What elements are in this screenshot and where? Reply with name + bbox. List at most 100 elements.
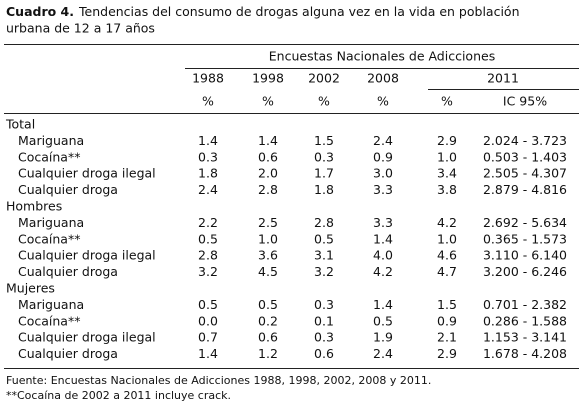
cell: 1.4 [373,231,393,246]
cell: 4.0 [373,248,393,263]
cell: 1.0 [258,231,278,246]
cell: 1.9 [373,330,393,345]
row-label: Mariguana [18,215,84,230]
cell: 3.1 [314,248,334,263]
cell: 3.110 - 6.140 [483,248,567,263]
cell: 2.024 - 3.723 [483,133,567,148]
cell: 2.5 [258,215,278,230]
cell: 1.0 [437,149,457,164]
footnote: **Cocaína de 2002 a 2011 incluye crack. [6,389,231,402]
cell: 0.5 [198,297,218,312]
cell: 1.153 - 3.141 [483,330,567,345]
cell: 2.8 [314,215,334,230]
cell: 0.6 [314,346,334,361]
row-label: Mariguana [18,133,84,148]
cell: 0.701 - 2.382 [483,297,567,312]
cell: 2.1 [437,330,457,345]
cell: 2.4 [373,346,393,361]
cell: 1.678 - 4.208 [483,346,567,361]
super-header: Encuestas Nacionales de Adicciones [269,49,495,64]
group-label: Total [5,117,35,132]
cell: 1.5 [437,297,457,312]
cell: 3.3 [373,182,393,197]
cell: 4.5 [258,264,278,279]
year-header: 1998 [252,71,284,86]
cell: 3.3 [373,215,393,230]
cell: 3.8 [437,182,457,197]
cell: 1.4 [198,133,218,148]
row-label: Cocaína** [18,231,80,246]
cell: 3.2 [314,264,334,279]
row-label: Cualquier droga ilegal [18,166,156,181]
cell: 2.4 [198,182,218,197]
cell: 4.7 [437,264,457,279]
footnote: Fuente: Encuestas Nacionales de Adiccion… [6,374,431,387]
cell: 1.0 [437,231,457,246]
cell: 1.2 [258,346,278,361]
row-label: Cualquier droga ilegal [18,330,156,345]
title: Cuadro 4. Tendencias del consumo de droga… [6,4,520,19]
title-text: Tendencias del consumo de drogas alguna … [78,4,520,19]
cell: 0.5 [198,231,218,246]
cell: 4.2 [437,215,457,230]
cell: 0.1 [314,313,334,328]
row-label: Cocaína** [18,149,80,164]
cell: 0.2 [258,313,278,328]
cell: 0.7 [198,330,218,345]
cell: 4.6 [437,248,457,263]
unit-header: % [318,94,330,109]
cell: 1.5 [314,133,334,148]
cell: 1.4 [198,346,218,361]
cell: 0.365 - 1.573 [483,231,567,246]
cell: 2.692 - 5.634 [483,215,567,230]
cell: 3.6 [258,248,278,263]
cell: 0.6 [258,149,278,164]
cell: 3.0 [373,166,393,181]
unit-header: % [441,94,453,109]
group-label: Mujeres [6,281,55,296]
row-label: Cualquier droga [18,264,118,279]
cell: 2.0 [258,166,278,181]
cell: 2.4 [373,133,393,148]
cell: 0.5 [258,297,278,312]
cell: 1.8 [198,166,218,181]
cell: 0.3 [198,149,218,164]
year-header: 2002 [308,71,340,86]
row-label: Cualquier droga [18,182,118,197]
cell: 4.2 [373,264,393,279]
year-header: 2011 [487,71,519,86]
cell: 2.8 [198,248,218,263]
cell: 1.8 [314,182,334,197]
cell: 2.9 [437,346,457,361]
row-label: Cualquier droga [18,346,118,361]
cell: 0.5 [314,231,334,246]
cell: 0.3 [314,297,334,312]
year-header: 1988 [192,71,224,86]
cell: 2.9 [437,133,457,148]
unit-header: % [262,94,274,109]
cell: 0.286 - 1.588 [483,313,567,328]
cell: 2.2 [198,215,218,230]
cell: 0.6 [258,330,278,345]
cell: 2.8 [258,182,278,197]
cell: 0.3 [314,330,334,345]
cell: 3.200 - 6.246 [483,264,567,279]
year-header: 2008 [367,71,399,86]
cell: 1.4 [373,297,393,312]
group-label: Hombres [6,199,62,214]
unit-header: IC 95% [503,94,547,109]
cell: 2.879 - 4.816 [483,182,567,197]
cell: 0.0 [198,313,218,328]
unit-header: % [202,94,214,109]
row-label: Cocaína** [18,313,80,328]
cell: 0.5 [373,313,393,328]
cell: 2.505 - 4.307 [483,166,567,181]
unit-header: % [377,94,389,109]
cell: 0.3 [314,149,334,164]
cell: 0.9 [437,313,457,328]
cell: 1.4 [258,133,278,148]
cell: 1.7 [314,166,334,181]
cell: 3.4 [437,166,457,181]
title-text: urbana de 12 a 17 años [6,21,155,36]
